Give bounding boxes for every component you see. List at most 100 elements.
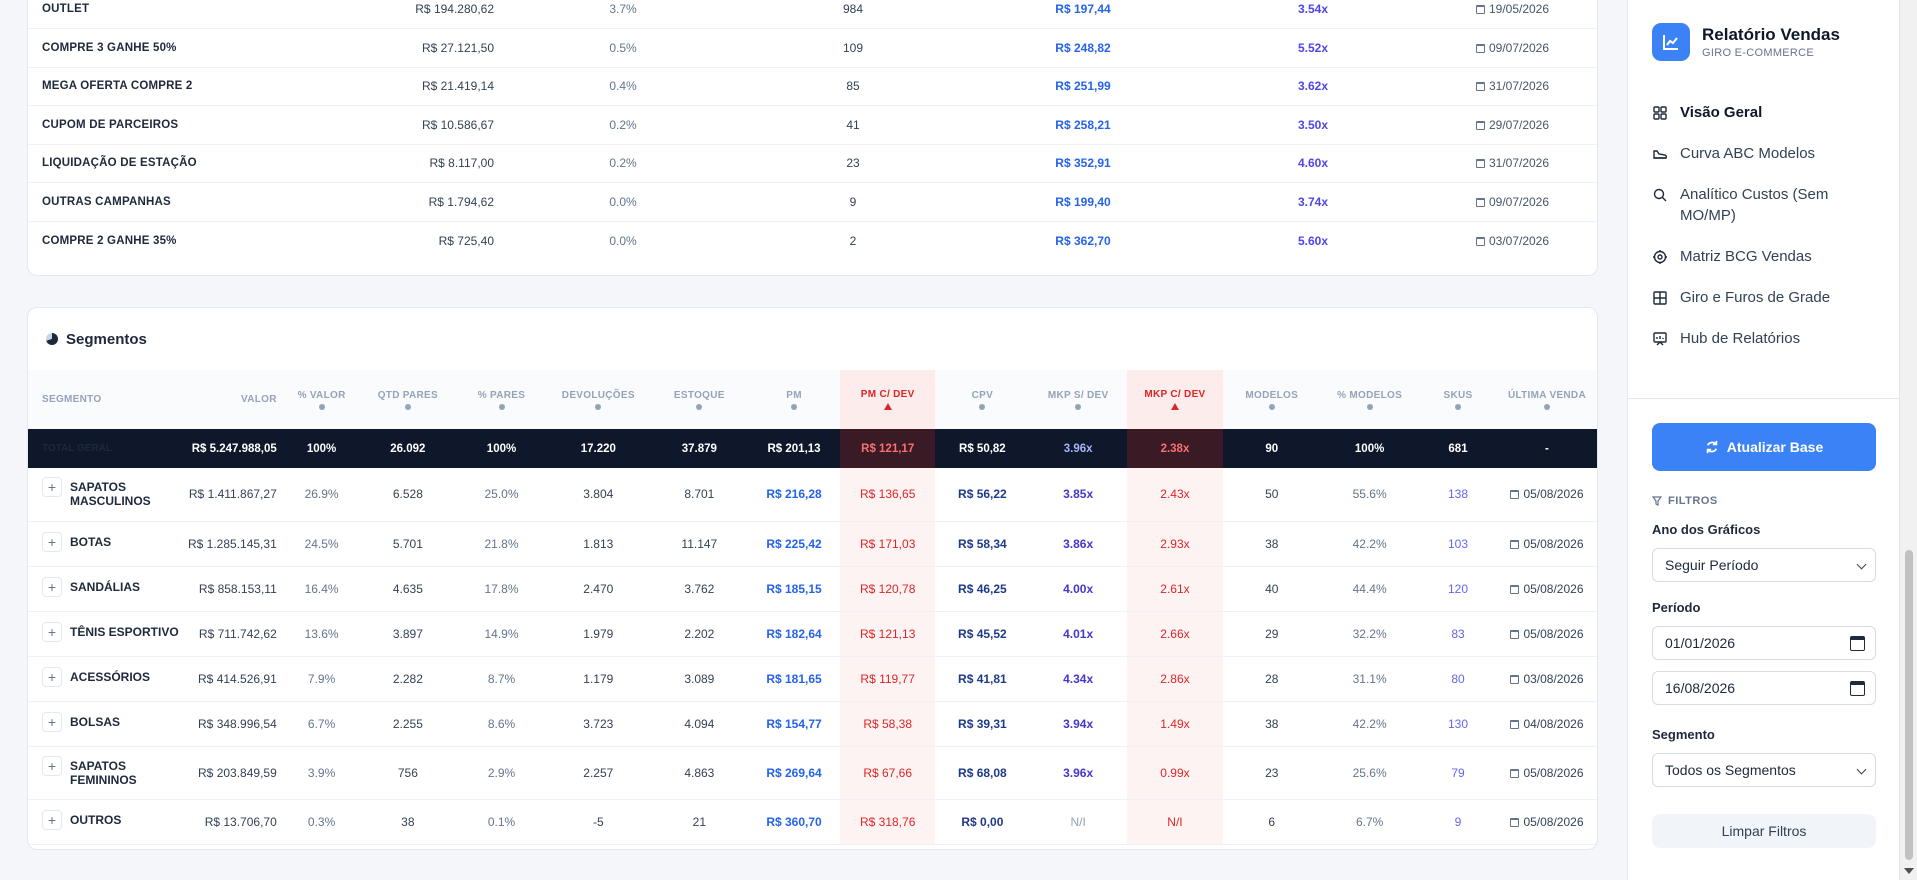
info-icon [979,403,986,410]
sidebar-item[interactable]: Giro e Furos de Grade [1652,287,1882,308]
campaign-pct: 0.2% [609,117,637,132]
column-header[interactable]: % MODELOS [1320,370,1420,429]
sidebar-nav: Visão Geral Curva ABC Modelos Analítico Cu… [1652,102,1882,369]
date-end-value: 16/08/2026 [1665,680,1736,696]
date-end-input[interactable]: 16/08/2026 [1652,671,1876,705]
expand-plus-icon[interactable]: + [42,477,62,498]
info-icon [595,403,602,410]
scrollbar[interactable] [1899,0,1917,880]
segment-name-cell: + SANDÁLIAS [28,566,186,611]
column-header[interactable]: CPV [935,370,1030,429]
sidebar-item[interactable]: Curva ABC Modelos [1652,143,1882,164]
total-skus: 681 [1419,429,1497,468]
column-header[interactable]: VALOR [185,370,285,429]
segment-estoque: 3.089 [684,671,715,686]
year-select[interactable]: Seguir Período [1652,548,1876,582]
segment-estoque: 3.762 [684,581,715,596]
segments-title: Segmentos [66,330,147,348]
info-icon [1075,403,1082,410]
column-header[interactable]: MKP C/ DEV [1126,370,1224,429]
expand-plus-icon[interactable]: + [42,622,62,642]
info-icon [1366,403,1373,410]
column-header[interactable]: MKP S/ DEV [1029,370,1127,429]
segment-pm-dev: R$ 318,76 [840,799,936,844]
segment-row: + ACESSÓRIOS R$ 414.526,91 7.9% 2.282 8.7% 1.1… [28,656,1597,701]
segment-date: 03/08/2026 [1523,671,1584,686]
calendar-icon [1475,5,1485,14]
column-header[interactable]: PM C/ DEV [840,370,936,429]
segment-date: 05/08/2026 [1523,814,1584,829]
expand-plus-icon[interactable]: + [42,667,62,687]
column-header[interactable]: SEGMENTO [28,370,186,429]
column-header[interactable]: % VALOR [284,370,359,429]
segment-valor: R$ 711.742,62 [198,626,277,641]
clear-filters-button[interactable]: Limpar Filtros [1652,814,1876,848]
expand-plus-icon[interactable]: + [42,532,62,552]
campaign-name: OUTRAS CAMPANHAS [42,195,171,208]
segment-pct-pares: 2.9% [487,765,516,780]
segment-modelos: 23 [1265,765,1279,780]
column-header-label: MKP S/ DEV [1047,389,1109,401]
segment-pct-pares: 25.0% [484,487,519,502]
chevron-down-icon [1856,764,1867,775]
scrollbar-thumb[interactable] [1905,550,1913,860]
expand-plus-icon[interactable]: + [42,577,62,597]
chevron-down-icon [1856,559,1867,570]
segment-select[interactable]: Todos os Segmentos [1652,753,1876,787]
campaign-pm: R$ 199,40 [1055,194,1111,209]
campaign-qtd: 85 [846,79,860,94]
column-header-label: MKP C/ DEV [1144,389,1206,400]
column-header[interactable]: MODELOS [1223,370,1321,429]
calendar-icon [1510,629,1520,639]
segment-estoque: 11.147 [681,536,718,551]
calendar-icon[interactable] [1850,636,1865,651]
column-header[interactable]: % PARES [457,370,546,429]
column-header[interactable]: DEVOLUÇÕES [545,370,651,429]
segment-mkp: 4.00x [1063,581,1094,596]
scroll-down-arrow-icon[interactable] [1904,868,1914,874]
column-header-label: % PARES [477,389,526,401]
sidebar-item[interactable]: Matriz BCG Vendas [1652,246,1882,267]
calendar-icon [1510,817,1520,827]
expand-plus-icon[interactable]: + [42,810,62,830]
segment-skus: 120 [1447,581,1469,596]
campaign-valor: R$ 194.280,62 [415,2,494,16]
campaign-row: OUTRAS CAMPANHAS R$ 1.794,62 0.0% 9 R$ 199,4… [28,183,1597,221]
expand-plus-icon[interactable]: + [42,712,62,732]
calendar-icon [1475,120,1485,130]
campaign-pm: R$ 352,91 [1055,156,1111,171]
segment-cpv: R$ 58,34 [958,536,1007,551]
column-header[interactable]: ESTOQUE [650,370,748,429]
calendar-icon[interactable] [1850,681,1865,696]
column-header[interactable]: QTD PARES [358,370,458,429]
expand-plus-icon[interactable]: + [42,755,62,776]
segment-pm: R$ 216,28 [766,487,822,502]
column-header-label: DEVOLUÇÕES [561,389,635,401]
segment-pct-valor: 6.7% [307,716,336,731]
segment-row: + SANDÁLIAS R$ 858.153,11 16.4% 4.635 17.8% 2.… [28,566,1597,611]
campaigns-table: OUTLET R$ 194.280,62 3.7% 984 R$ 197,44 3.54x… [28,0,1597,260]
column-header[interactable]: ÚLTIMA VENDA [1496,370,1597,429]
column-header[interactable]: SKUS [1419,370,1497,429]
total-pm: R$ 201,13 [747,429,841,468]
segment-cpv: R$ 56,22 [958,487,1007,502]
update-base-button[interactable]: Atualizar Base [1652,423,1876,471]
date-start-input[interactable]: 01/01/2026 [1652,626,1876,660]
sidebar-item[interactable]: Visão Geral [1652,102,1882,123]
segment-estoque: 2.202 [684,626,715,641]
column-header[interactable]: PM [747,370,841,429]
campaign-row: LIQUIDAÇÃO DE ESTAÇÃO R$ 8.117,00 0.2% 23 R$… [28,144,1597,183]
segment-skus: 83 [1451,626,1465,641]
sidebar-item-label: Curva ABC Modelos [1680,145,1816,162]
segment-cpv: R$ 46,25 [958,581,1007,596]
divider [1628,398,1900,399]
segments-table: SEGMENTO VALOR % VALOR QTD PARES % PARES DEVO… [28,370,1597,845]
sidebar-item[interactable]: Analítico Custos (Sem MO/MP) [1652,184,1882,226]
column-header-label: MODELOS [1245,389,1299,401]
segment-estoque: 21 [692,814,706,829]
sidebar-item[interactable]: Hub de Relatórios [1652,328,1882,349]
segment-mkp-dev: 2.93x [1126,521,1224,566]
segment-pct-modelos: 31.1% [1352,671,1387,686]
segment-name-cell: + ACESSÓRIOS [28,656,186,701]
total-mkp-dev: 2.38x [1126,429,1224,468]
